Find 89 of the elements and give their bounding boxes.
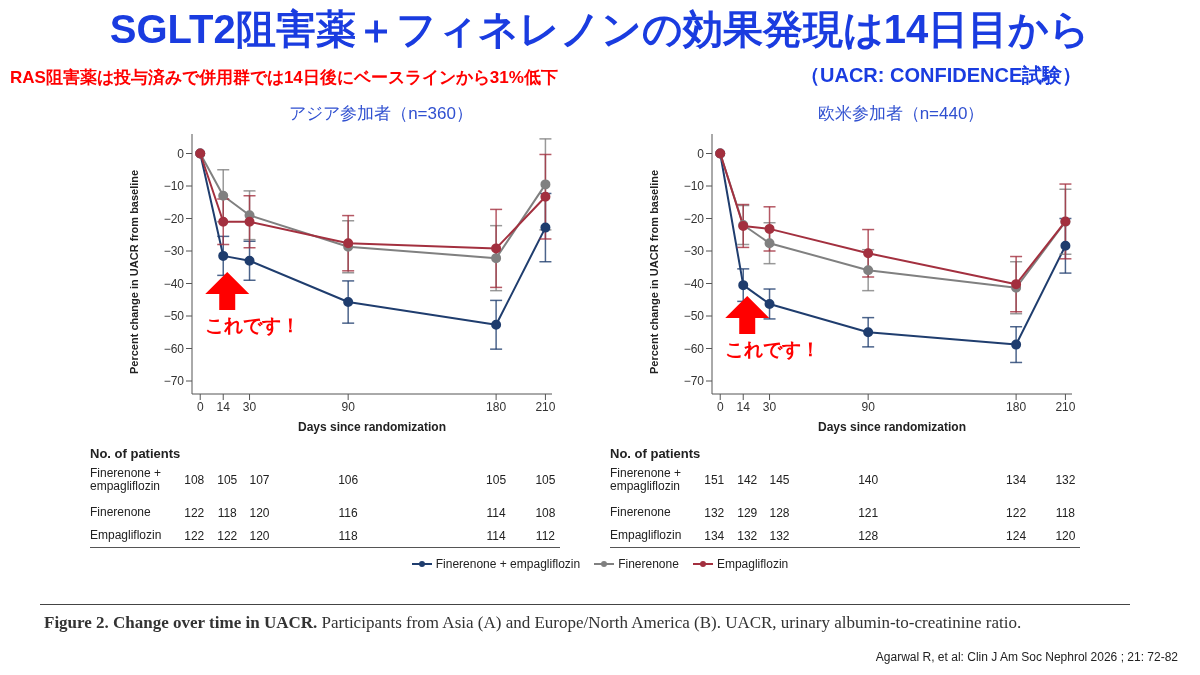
text: 114 xyxy=(485,529,507,543)
legend-label: Empagliflozin xyxy=(716,557,789,571)
x-tick-label: 210 xyxy=(1055,399,1076,414)
x-tick-label: 14 xyxy=(216,399,231,414)
text: 118 xyxy=(337,529,359,543)
text: 108 xyxy=(183,473,206,487)
text: 114 xyxy=(485,506,507,520)
text: 116 xyxy=(337,506,359,520)
text: Finerenone + empagliflozin xyxy=(610,466,682,493)
x-axis-title: Days since randomization xyxy=(816,420,967,434)
text: SGLT2阻害薬＋フィネレノンの効果発現は14日目から xyxy=(108,6,1092,53)
text: 132 xyxy=(736,529,759,543)
text: 132 xyxy=(768,529,791,543)
text: 145 xyxy=(768,473,791,487)
text: 122 xyxy=(183,529,206,543)
x-tick-label: 14 xyxy=(736,399,751,414)
y-tick-label: −50 xyxy=(683,309,705,324)
text: 134 xyxy=(703,529,726,543)
y-tick-label: −70 xyxy=(163,374,185,389)
y-tick-label: −50 xyxy=(163,309,185,324)
text: 105 xyxy=(216,473,239,487)
x-tick-label: 210 xyxy=(535,399,556,414)
y-tick-label: −10 xyxy=(163,179,185,194)
y-tick-label: −20 xyxy=(163,211,185,226)
x-tick-label: 30 xyxy=(242,399,257,414)
chart-title: 欧米参加者（n=440） xyxy=(816,103,986,125)
legend-label: Finerenone xyxy=(618,557,679,571)
caption: Figure 2. Change over time in UACR. xyxy=(44,613,318,632)
text: RAS阻害薬は投与済みで併用群では14日後にベースラインから31%低下 xyxy=(10,67,558,89)
text: Finerenone xyxy=(90,505,152,519)
legend-label: Finerenone + empagliflozin xyxy=(435,557,581,571)
y-axis-title: Percent change in UACR from baseline xyxy=(127,169,140,374)
text: 122 xyxy=(183,506,206,520)
y-tick-label: −20 xyxy=(683,211,705,226)
text: 120 xyxy=(1054,529,1077,543)
text: 132 xyxy=(703,506,726,520)
text: 132 xyxy=(1054,473,1077,487)
text: 118 xyxy=(216,506,238,520)
x-tick-label: 180 xyxy=(486,399,507,414)
y-tick-label: −70 xyxy=(683,374,705,389)
text: 122 xyxy=(1005,506,1028,520)
x-tick-label: 30 xyxy=(762,399,777,414)
text: 124 xyxy=(1005,529,1028,543)
y-tick-label: 0 xyxy=(697,146,705,161)
x-tick-label: 90 xyxy=(861,399,876,414)
text: Empagliflozin xyxy=(90,528,162,542)
text: No. of patients xyxy=(90,446,181,461)
x-tick-label: 0 xyxy=(196,399,204,414)
annotation: これです！ xyxy=(725,339,821,360)
text: 107 xyxy=(248,473,271,487)
annotation: これです！ xyxy=(205,315,301,336)
y-tick-label: 0 xyxy=(177,146,185,161)
text: No. of patients xyxy=(610,446,701,461)
text: 105 xyxy=(485,473,508,487)
text: Participants from Asia (A) and Europe/North America (B). UACR, urinary albumin-to-creatinine ratio. xyxy=(321,613,1022,632)
text: Finerenone + empagliflozin xyxy=(90,466,162,493)
chart-title: アジア参加者（n=360） xyxy=(288,103,474,125)
y-tick-label: −40 xyxy=(683,276,705,291)
text: 121 xyxy=(857,506,880,520)
text: 112 xyxy=(534,529,556,543)
text: 108 xyxy=(534,506,557,520)
text: 120 xyxy=(248,506,271,520)
y-tick-label: −60 xyxy=(683,341,705,356)
text: 122 xyxy=(216,529,239,543)
text: 140 xyxy=(857,473,880,487)
text: 129 xyxy=(736,506,759,520)
y-tick-label: −40 xyxy=(163,276,185,291)
x-axis-title: Days since randomization xyxy=(296,420,447,434)
text: 106 xyxy=(337,473,360,487)
y-axis-title: Percent change in UACR from baseline xyxy=(647,169,660,374)
y-tick-label: −10 xyxy=(683,179,705,194)
y-tick-label: −60 xyxy=(163,341,185,356)
text: 151 xyxy=(703,473,726,487)
text: 128 xyxy=(768,506,791,520)
text: Agarwal R, et al: Clin J Am Soc Nephrol 2026 ; 21: 72-82 xyxy=(875,650,1178,664)
x-tick-label: 180 xyxy=(1006,399,1027,414)
text: 118 xyxy=(1054,506,1076,520)
text: 128 xyxy=(857,529,880,543)
text: 105 xyxy=(534,473,557,487)
x-tick-label: 90 xyxy=(341,399,356,414)
text: 142 xyxy=(736,473,759,487)
text: Finerenone xyxy=(610,505,672,519)
text: 120 xyxy=(248,529,271,543)
text: （UACR: CONFIDENCE試験） xyxy=(800,63,1083,88)
x-tick-label: 0 xyxy=(716,399,724,414)
y-tick-label: −30 xyxy=(163,244,185,259)
y-tick-label: −30 xyxy=(683,244,705,259)
text: 134 xyxy=(1005,473,1028,487)
text: Empagliflozin xyxy=(610,528,682,542)
